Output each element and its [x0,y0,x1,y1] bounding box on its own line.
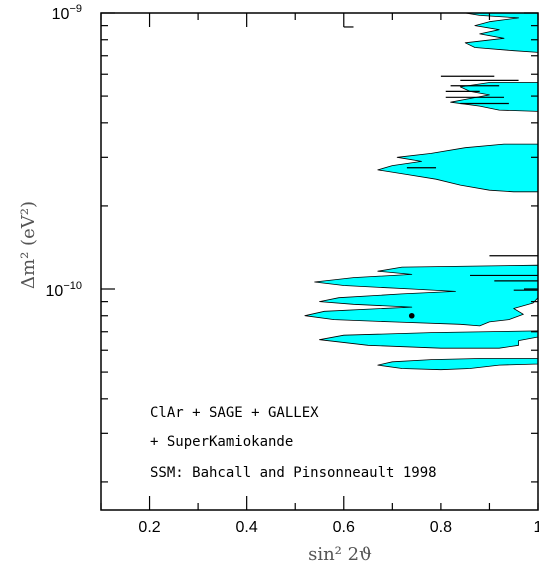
y-axis-label: Δm² (eV²) [18,201,39,289]
plot-frame [100,12,539,511]
y-tick-label-1e-10: 10−10 [46,280,82,300]
y-tick-label-1e-9: 10−9 [52,3,82,23]
y-tick-exp-1e-9: −9 [69,3,82,15]
allowed-region-e [319,330,539,349]
y-tick-exp-1e-10: −10 [63,280,82,292]
allowed-region-f [377,358,539,371]
annotation-experiments: ClAr + SAGE + GALLEX [150,405,319,421]
allowed-regions [304,12,539,371]
x-tick-label: 0.8 [430,519,452,536]
annotation-ssm: SSM: Bahcall and Pinsonneault 1998 [150,465,437,481]
x-tick-label: 1 [534,519,539,536]
allowed-region-c [377,143,539,193]
best-fit-point-group [408,312,415,319]
x-axis-ticks: 0.2 0.4 0.6 0.8 1 [100,13,539,536]
allowed-region-d [304,264,539,327]
x-tick-label: 0.6 [333,519,355,536]
region-edge-segments [343,26,538,291]
x-axis-label: sin² 2ϑ [308,544,372,565]
annotation-superkamiokande: + SuperKamiokande [150,434,293,450]
y-axis-ticks [101,12,538,483]
best-fit-point [408,312,415,319]
x-tick-label: 0.2 [138,519,160,536]
allowed-region-a [464,12,539,53]
x-tick-label: 0.4 [236,519,258,536]
